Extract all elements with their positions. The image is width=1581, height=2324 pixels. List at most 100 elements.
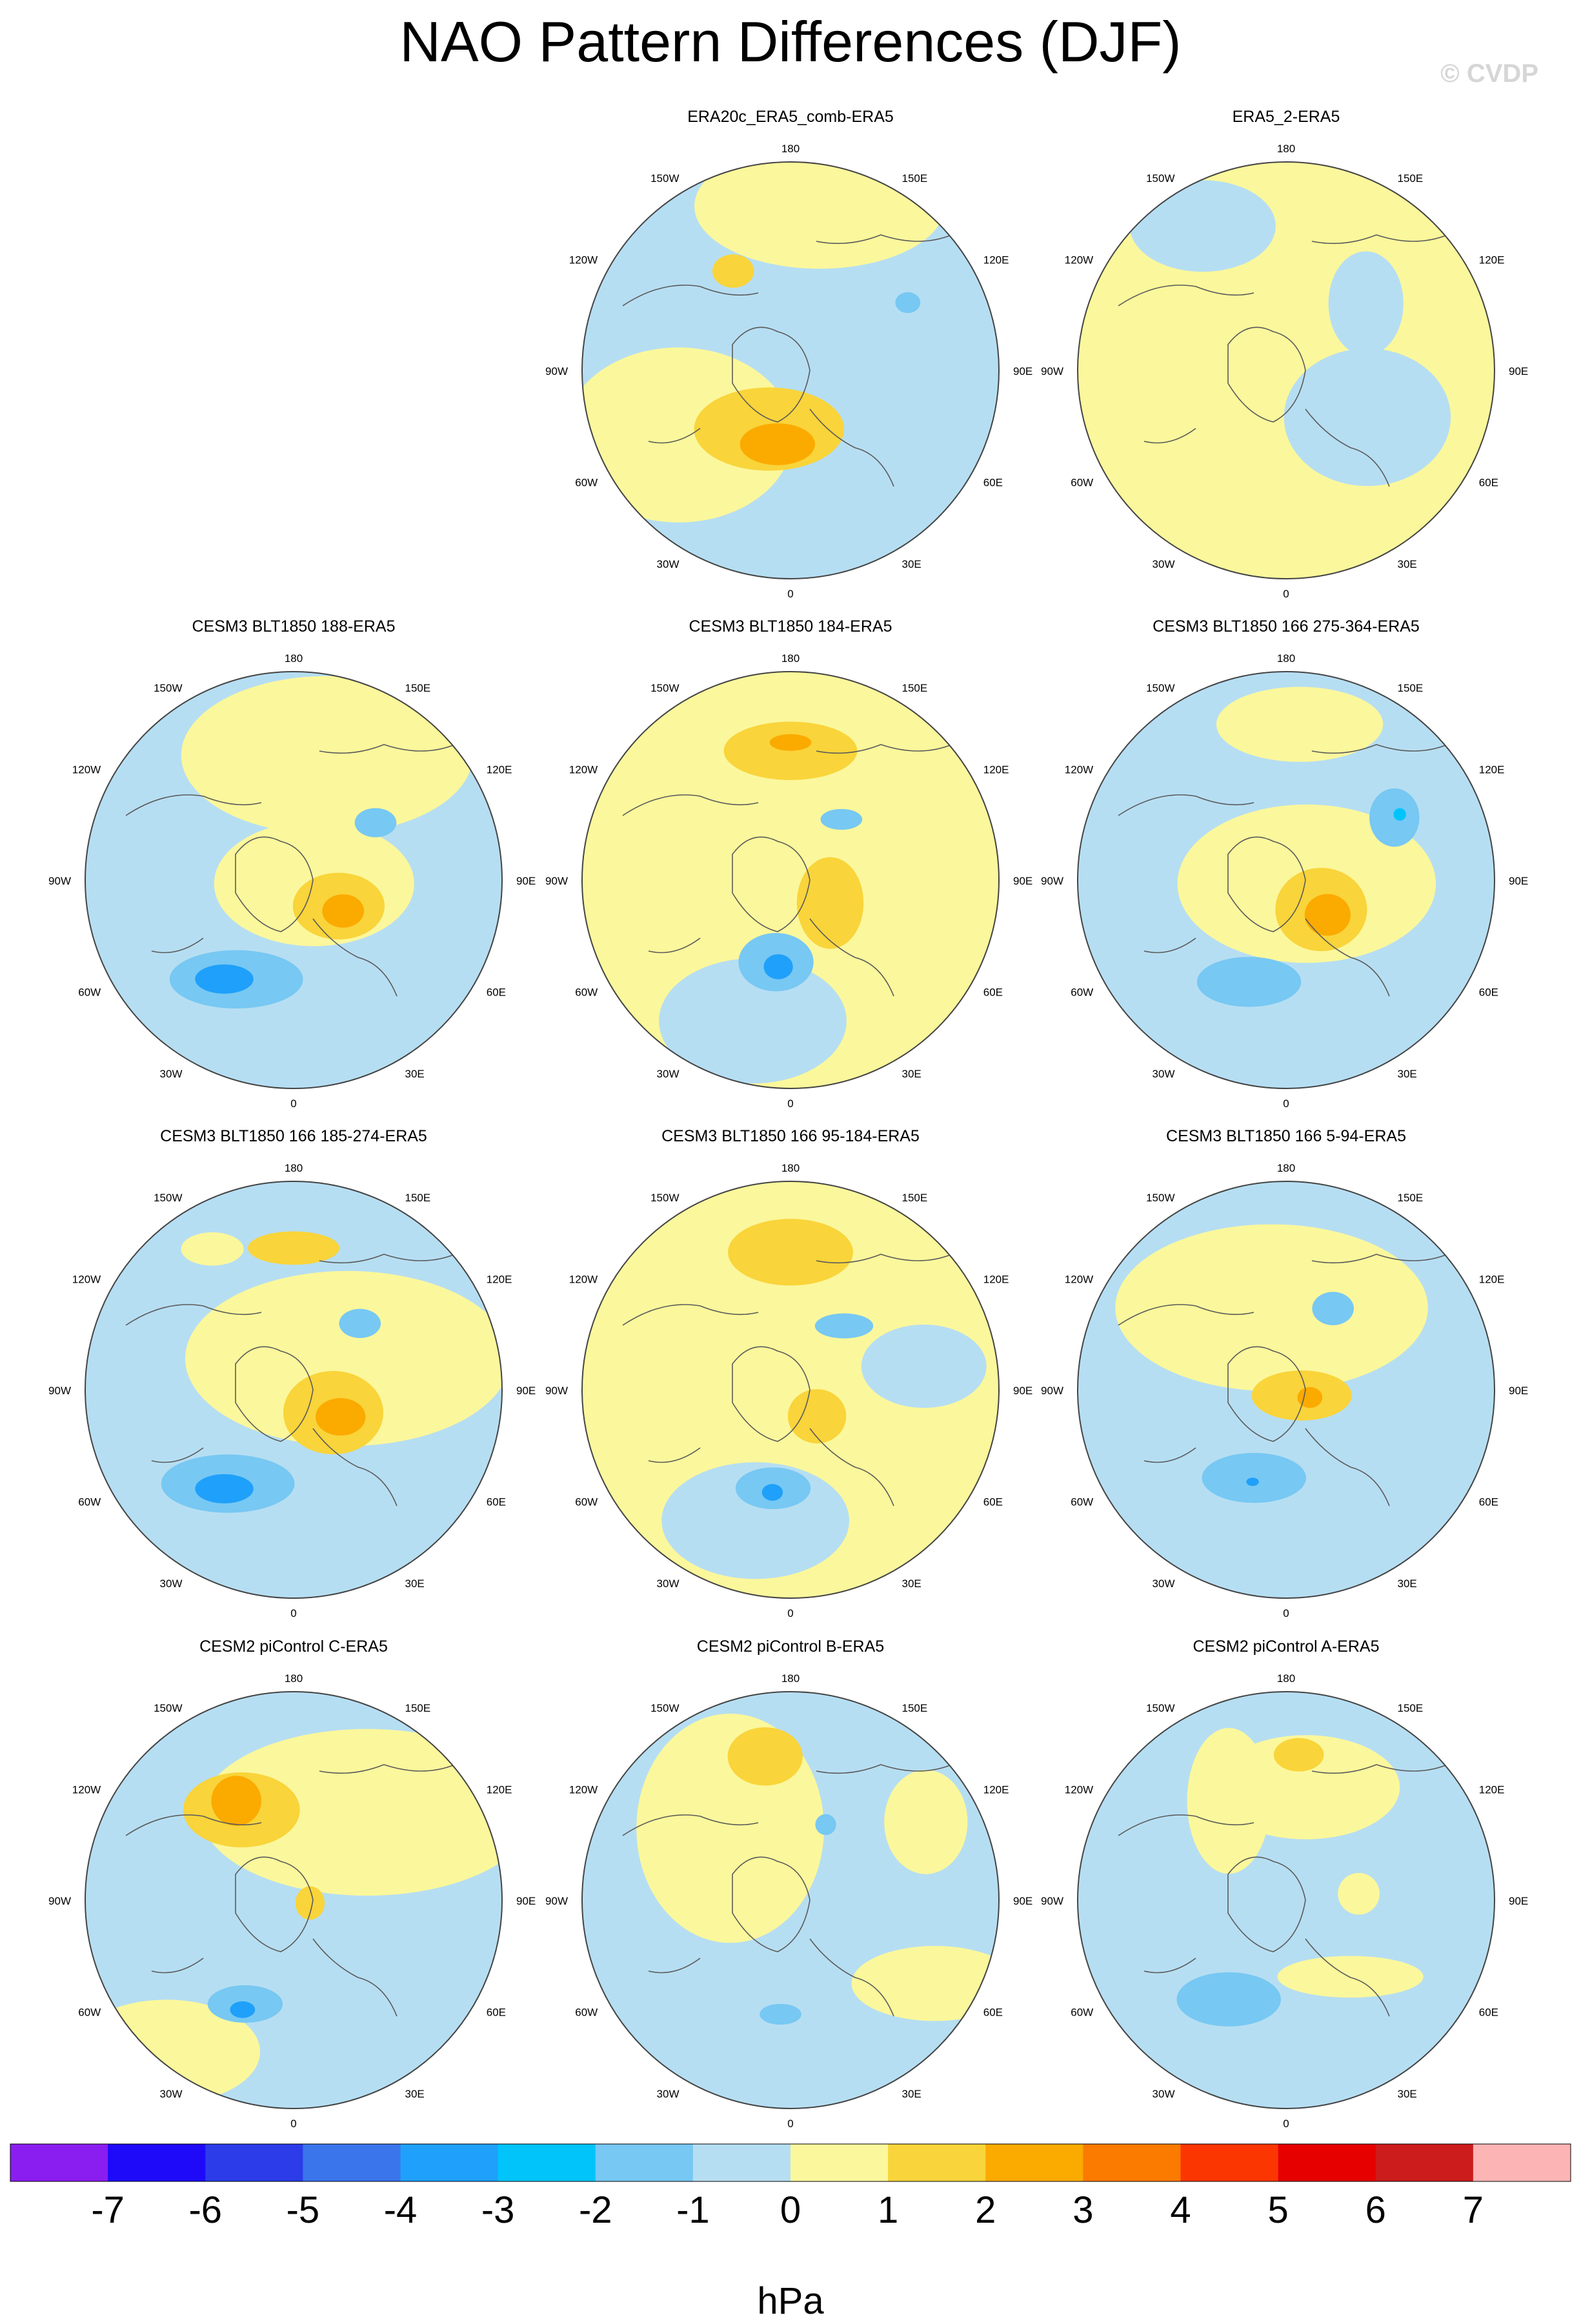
longitude-label: 150E [1398,1702,1424,1714]
positive-anomaly [1324,181,1374,215]
longitude-label: 180 [285,1672,303,1685]
colorbar-tick-label: 0 [780,2189,801,2231]
positive-anomaly [582,347,794,523]
longitude-label: 90E [1013,1895,1032,1907]
longitude-label: 30W [160,1068,183,1080]
longitude-label: 90E [1509,1385,1528,1397]
positive-anomaly [769,734,812,751]
longitude-label: 150W [650,682,679,694]
positive-anomaly [1187,1728,1271,1874]
coastlines [622,744,952,997]
longitude-label: 150E [902,1192,928,1204]
positive-anomaly [1115,1224,1428,1391]
positive-anomaly [322,894,364,928]
positive-anomaly [694,162,945,269]
colorbar-segment [1278,2144,1376,2181]
positive-anomaly [787,1389,847,1444]
longitude-label: 60W [78,2007,101,2019]
map-panel: CESM3 BLT1850 166 5-94-ERA5 180 150E 120E 90… [1041,1127,1528,1619]
colorbar-segment [790,2144,889,2181]
longitude-label: 0 [290,2118,296,2130]
map-border [85,671,503,1089]
longitude-label: 30W [657,1068,680,1080]
panel-title: CESM3 BLT1850 166 5-94-ERA5 [1166,1127,1406,1145]
negative-anomaly [895,292,921,314]
longitude-label: 120W [72,1274,101,1286]
coastlines [622,1764,952,2017]
map-border [85,1181,503,1599]
negative-anomaly [1176,1972,1281,2027]
colorbar-segment [108,2144,206,2181]
positive-anomaly [181,1232,244,1266]
longitude-label: 30W [657,2088,680,2100]
longitude-label: 30E [902,2088,921,2100]
longitude-label: 120E [983,254,1009,266]
longitude-label: 120W [1065,254,1093,266]
longitude-label: 60E [983,987,1003,999]
longitude-label: 30E [1398,1068,1417,1080]
panel-title: CESM2 piControl A-ERA5 [1193,1638,1379,1656]
colorbar-tick-label: 1 [878,2189,898,2231]
longitude-label: 120E [983,1274,1009,1286]
longitude-label: 60W [575,2007,598,2019]
positive-anomaly [727,1727,803,1786]
map-panel: CESM3 BLT1850 184-ERA5 180 150E 120E 90E 60E 3… [545,617,1032,1110]
negative-anomaly [1129,180,1276,272]
longitude-label: 90W [545,365,568,377]
longitude-label: 180 [781,1672,800,1685]
longitude-label: 120W [72,764,101,776]
longitude-label: 30E [405,1068,425,1080]
longitude-label: 150W [1146,172,1174,185]
longitude-label: 60E [1479,987,1498,999]
longitude-label: 150E [902,172,928,185]
panel-title: CESM3 BLT1850 166 185-274-ERA5 [160,1127,427,1145]
longitude-label: 90E [516,1895,536,1907]
longitude-label: 180 [1277,1672,1295,1685]
longitude-label: 90E [1013,1385,1032,1397]
positive-anomaly [211,1776,261,1826]
longitude-label: 90W [48,1895,71,1907]
panel-title: CESM3 BLT1850 166 95-184-ERA5 [661,1127,920,1145]
positive-anomaly [295,1886,325,1920]
longitude-label: 180 [1277,1162,1295,1174]
longitude-label: 180 [781,652,800,665]
map-panel: CESM2 piControl B-ERA5 180 150E 120E 90E 60E 3… [545,1638,1032,2130]
coastlines [125,744,456,997]
coastlines [125,1254,456,1507]
map-border [85,1691,503,2109]
longitude-label: 60W [575,477,598,489]
panel-title: ERA5_2-ERA5 [1233,108,1340,126]
negative-anomaly [1328,251,1404,356]
colorbar-tick-label: 6 [1365,2189,1386,2231]
negative-anomaly [1393,808,1406,821]
longitude-label: 60W [78,1496,101,1508]
longitude-label: 120E [1479,764,1505,776]
longitude-label: 60E [1479,2007,1498,2019]
longitude-label: 150E [1398,1192,1424,1204]
panel-title: CESM2 piControl B-ERA5 [697,1638,884,1656]
negative-anomaly [861,1324,987,1408]
map-panel: CESM2 piControl A-ERA5 180 150E 120E 90E 60E 3… [1041,1638,1528,2130]
longitude-label: 120E [487,1784,512,1796]
longitude-label: 120W [1065,1784,1093,1796]
longitude-label: 30E [902,1578,921,1590]
map-border [581,1181,1000,1599]
colorbar-segment [303,2144,401,2181]
colorbar-segment [985,2144,1083,2181]
negative-anomaly [814,1313,874,1339]
longitude-label: 0 [787,1097,793,1110]
longitude-label: 120W [569,764,598,776]
longitude-label: 150W [650,172,679,185]
longitude-label: 90E [1509,875,1528,887]
map-panel: CESM3 BLT1850 166 185-274-ERA5 180 150E 120… [48,1127,536,1619]
longitude-label: 150W [650,1702,679,1714]
map-border [581,1691,1000,2109]
longitude-label: 180 [781,1162,800,1174]
longitude-label: 120W [72,1784,101,1796]
longitude-label: 30E [1398,1578,1417,1590]
map-panel: CESM2 piControl C-ERA5 180 150E 120E 90E 60E 3… [48,1638,536,2130]
negative-anomaly [763,954,793,979]
longitude-label: 0 [787,1607,793,1619]
longitude-label: 90E [516,875,536,887]
